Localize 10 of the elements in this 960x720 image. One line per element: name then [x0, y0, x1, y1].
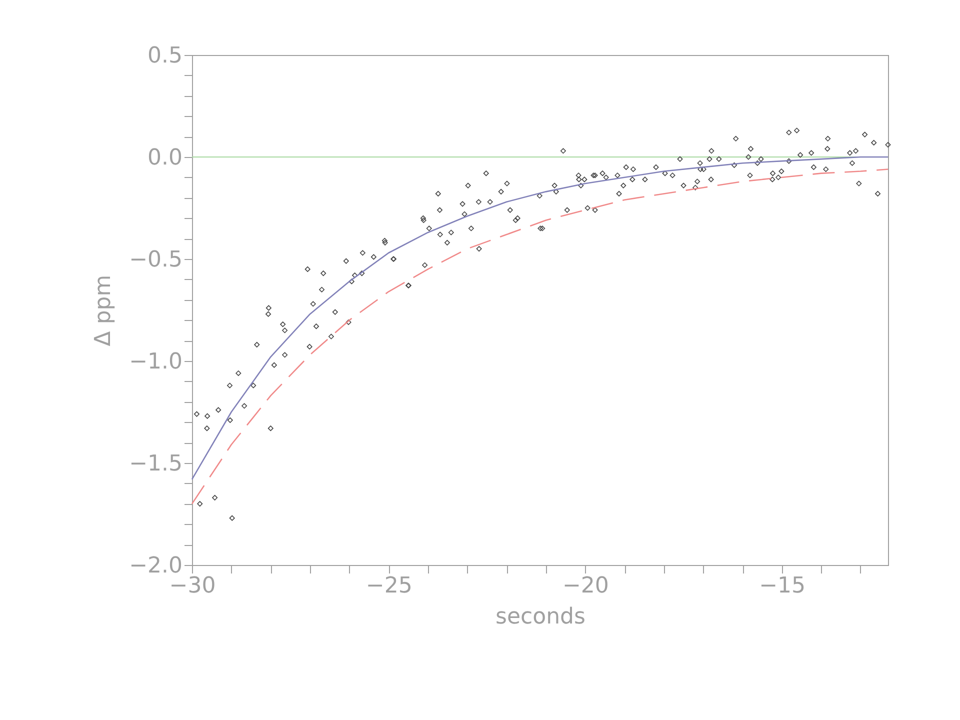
y-tick-label: −0.5	[129, 248, 182, 272]
x-tick-label: −20	[562, 574, 609, 598]
x-tick-label: −25	[366, 574, 412, 598]
x-tick-label: −15	[759, 574, 806, 598]
y-tick-label: 0.0	[148, 146, 182, 170]
y-tick-label: 0.5	[148, 44, 182, 68]
x-axis-title: seconds	[496, 604, 586, 630]
y-tick-label: −1.5	[129, 452, 182, 476]
y-tick-label: −1.0	[129, 350, 182, 374]
y-axis-title: Δ ppm	[91, 274, 116, 346]
